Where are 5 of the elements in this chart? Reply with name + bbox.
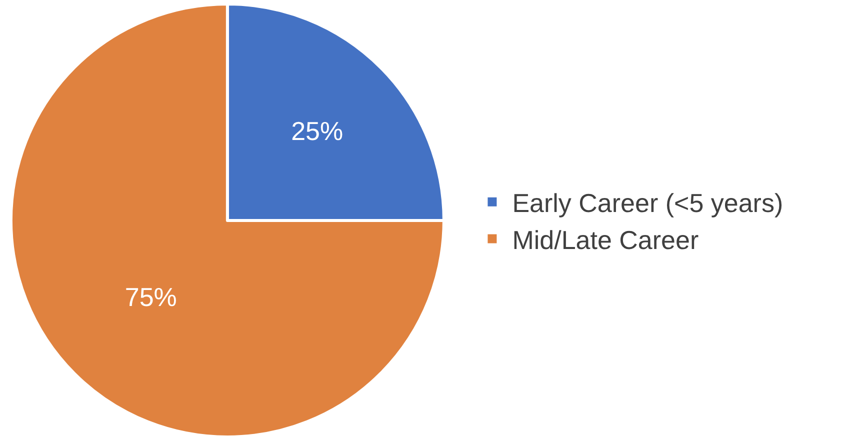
data-label: 75%	[124, 282, 177, 312]
data-label: 25%	[291, 116, 344, 146]
legend-label: Mid/Late Career	[512, 224, 699, 255]
legend-label: Early Career (<5 years)	[512, 188, 784, 218]
pie-slice	[10, 2, 446, 438]
